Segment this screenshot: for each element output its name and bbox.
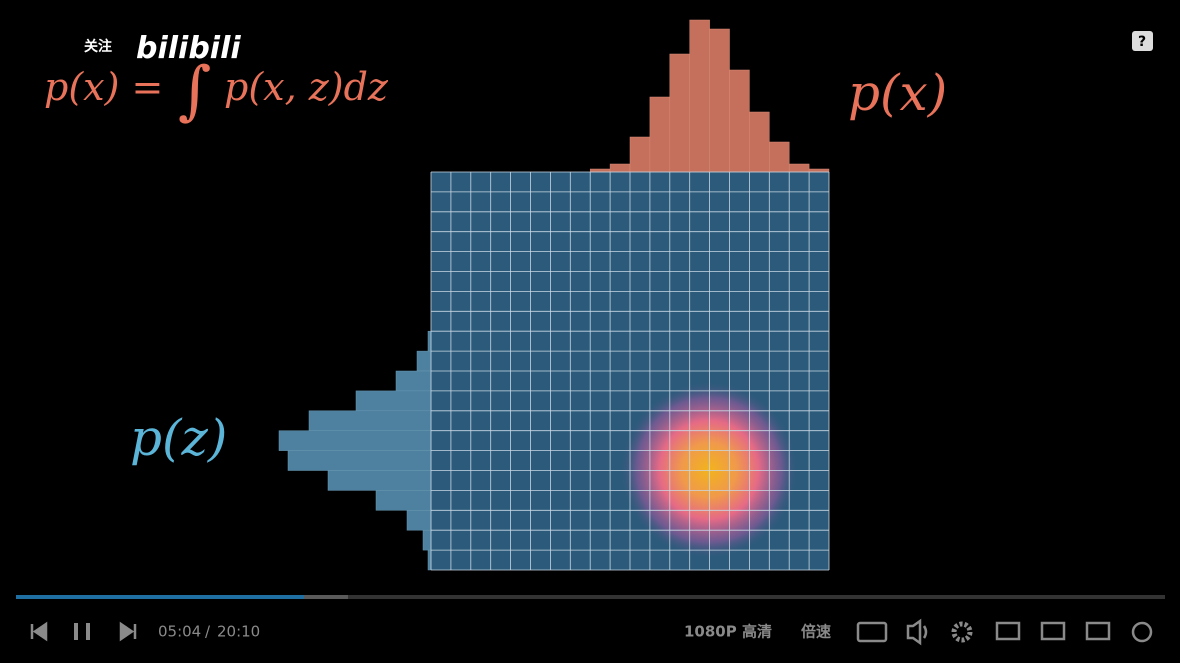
marginal-z-bar	[287, 450, 432, 471]
marginal-x-bar	[689, 19, 710, 173]
progress-track[interactable]	[16, 595, 1165, 599]
marginal-z-bar	[395, 370, 432, 392]
marginal-z-bar	[422, 529, 432, 551]
quality-button[interactable]: 1080P 高清	[684, 623, 772, 641]
help-icon[interactable]	[1132, 31, 1153, 51]
visualization	[278, 19, 830, 571]
fullscreen-button[interactable]	[1131, 621, 1153, 643]
marginal-x-bar	[769, 141, 790, 173]
marginal-x-bar	[629, 136, 651, 173]
marginal-z-bar	[416, 350, 432, 372]
total-time: 20:10	[217, 623, 260, 641]
marginal-z-bar	[375, 490, 432, 511]
marginal-x-bar	[649, 96, 671, 173]
marginal-x-bar	[808, 168, 830, 173]
volume-button[interactable]	[906, 618, 928, 646]
danmaku-button[interactable]	[856, 621, 888, 643]
marginal-x-bar	[609, 163, 631, 173]
progress-played	[16, 595, 304, 599]
pip-button[interactable]	[995, 621, 1021, 641]
marginal-z-bar	[327, 470, 432, 491]
formula-integral: ∫	[178, 54, 211, 128]
marginal-z-bar	[308, 410, 432, 431]
follow-button[interactable]: 关注	[84, 38, 112, 55]
pause-button[interactable]	[74, 623, 90, 640]
marginal-x-bar	[729, 69, 750, 173]
widescreen-button[interactable]	[1040, 621, 1066, 641]
current-time: 05:04	[158, 623, 201, 641]
label-px: p(x)	[848, 64, 947, 122]
formula-rhs: p(x, z)dz	[224, 65, 389, 109]
help-icon-glyph: ?	[1138, 34, 1146, 50]
marginal-x-bar	[589, 168, 611, 173]
settings-button[interactable]	[951, 621, 973, 643]
marginal-z-bar	[406, 510, 432, 531]
marginal-x-bar	[669, 53, 690, 173]
marginal-z-bar	[427, 549, 432, 571]
marginal-x-bar	[749, 111, 770, 173]
marginal-z-bar	[278, 430, 432, 451]
marginal-x-bar	[709, 28, 730, 173]
speed-button[interactable]: 倍速	[801, 623, 831, 641]
marginal-z-bar	[355, 390, 432, 412]
formula-lhs: p(x) =	[44, 65, 163, 109]
bilibili-logo: bilibili	[136, 31, 241, 66]
joint-peak	[619, 380, 799, 560]
marginal-x-bar	[788, 163, 810, 173]
prev-button[interactable]	[30, 621, 48, 642]
webfull-button[interactable]	[1085, 621, 1111, 641]
next-button[interactable]	[119, 621, 137, 642]
time-separator: /	[205, 623, 211, 641]
label-pz: p(z)	[130, 409, 227, 467]
marginal-z-bar	[427, 330, 432, 352]
